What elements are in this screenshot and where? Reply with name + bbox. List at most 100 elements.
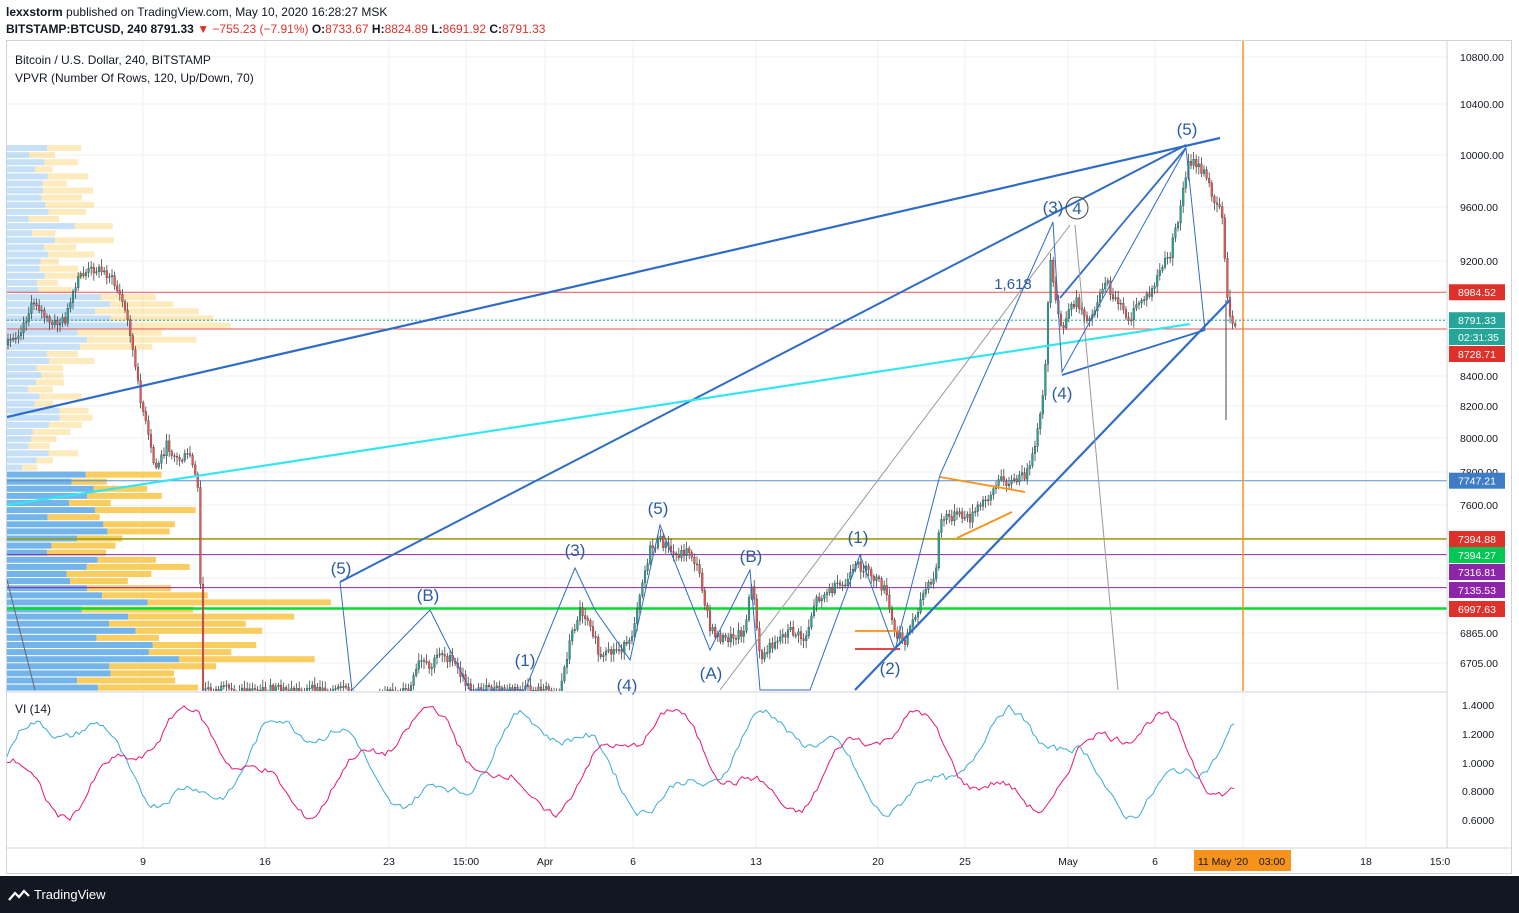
vpvr-bar-up (7, 400, 35, 407)
candle-body (649, 545, 652, 564)
vpvr-bar-up (7, 265, 40, 272)
candle-body (175, 456, 179, 458)
vpvr-bar-down (21, 464, 38, 471)
candle-body (1171, 237, 1174, 258)
candle-body (589, 620, 592, 627)
vpvr-bar-down (47, 173, 89, 180)
vi-tick-label: 1.2000 (1462, 729, 1494, 741)
vpvr-bar-up (7, 258, 41, 265)
price-badge-label: 8984.52 (1458, 287, 1496, 299)
candle-body (1163, 258, 1167, 268)
vi-tick-label: 1.4000 (1462, 700, 1494, 712)
vpvr-bar-down (46, 350, 78, 357)
candle-body (1130, 319, 1133, 322)
vpvr-bar-down (86, 492, 162, 499)
vpvr-bar-down (28, 386, 53, 393)
candle-body (366, 699, 368, 700)
candle-body (799, 631, 803, 639)
candle-body (379, 697, 381, 701)
candle-body (316, 686, 319, 691)
candle-body (1179, 205, 1182, 224)
candle-body (374, 700, 376, 701)
vpvr-bar-up (7, 528, 108, 535)
candle-body (199, 487, 202, 585)
vpvr-bar-down (110, 301, 174, 308)
candle-body (651, 545, 654, 549)
candle-body (134, 349, 137, 368)
candle-body (194, 464, 197, 475)
high-label: H: (371, 22, 385, 36)
candle-body (253, 688, 257, 690)
time-tick-label: 20 (872, 856, 884, 868)
candle-body (1062, 325, 1065, 328)
candle-body (664, 542, 667, 548)
candle-body (828, 587, 831, 593)
vpvr-bar-up (7, 230, 32, 237)
candle-body (560, 680, 563, 691)
vpvr-bar-up (7, 563, 87, 570)
vpvr-bar-down (47, 251, 95, 258)
candle-body (961, 511, 964, 519)
candle-body (19, 332, 23, 337)
price-badge (1449, 346, 1505, 362)
candle-body (1176, 222, 1180, 229)
price-badge (1449, 284, 1505, 301)
candle-body (74, 287, 77, 292)
vpvr-bar-up (7, 585, 88, 592)
candle-body (677, 554, 680, 558)
vpvr-bar-up (7, 194, 42, 201)
candle-body (550, 690, 553, 691)
time-tick-label: 25 (959, 856, 971, 868)
vpvr-bar-up (7, 599, 148, 606)
price-badge (1449, 547, 1505, 563)
vpvr-bar-up (7, 322, 133, 329)
candle-body (885, 585, 888, 596)
time-tick-label: 9 (140, 856, 146, 868)
author-name[interactable]: lexxstorm (6, 5, 63, 19)
candle-body (1231, 316, 1234, 324)
candle-body (812, 605, 816, 617)
candle-body (144, 411, 147, 421)
candle-body (724, 635, 727, 638)
candle-body (121, 294, 124, 302)
candle-body (1067, 309, 1070, 319)
candle-body (84, 272, 88, 276)
vpvr-bar-up (7, 436, 32, 443)
candle-body (204, 688, 207, 691)
candle-body (217, 689, 220, 691)
candle-body (539, 686, 543, 691)
candle-body (425, 661, 428, 663)
candle-body (628, 640, 631, 644)
candle-body (1166, 257, 1169, 259)
vpvr-bar-up (7, 166, 36, 173)
candle-body (1208, 178, 1211, 184)
candle-body (1041, 395, 1044, 415)
vpvr-bar-up (7, 514, 48, 521)
candle-body (742, 631, 745, 637)
price-badge (1449, 564, 1505, 580)
vpvr-bar-down (29, 152, 56, 159)
candle-body (1195, 159, 1198, 168)
candle-body (337, 686, 340, 689)
candle-body (79, 273, 82, 277)
wave-label: (B) (740, 547, 763, 566)
candle-body (586, 618, 589, 621)
candle-body (737, 630, 740, 640)
candle-body (1127, 317, 1130, 322)
candle-body (940, 519, 943, 533)
candle-body (376, 700, 378, 701)
vpvr-bar-up (7, 386, 29, 393)
candle-body (1124, 309, 1128, 318)
tradingview-logo-icon (8, 889, 30, 901)
candle-body (883, 585, 886, 591)
candle-body (256, 689, 259, 691)
vpvr-bar-down (37, 279, 58, 286)
candle-body (872, 575, 875, 581)
vpvr-bar-down (103, 521, 175, 528)
candle-body (1028, 465, 1031, 469)
candle-body (976, 504, 979, 512)
candle-body (311, 684, 314, 689)
candle-body (305, 688, 309, 691)
candle-body (610, 649, 613, 655)
